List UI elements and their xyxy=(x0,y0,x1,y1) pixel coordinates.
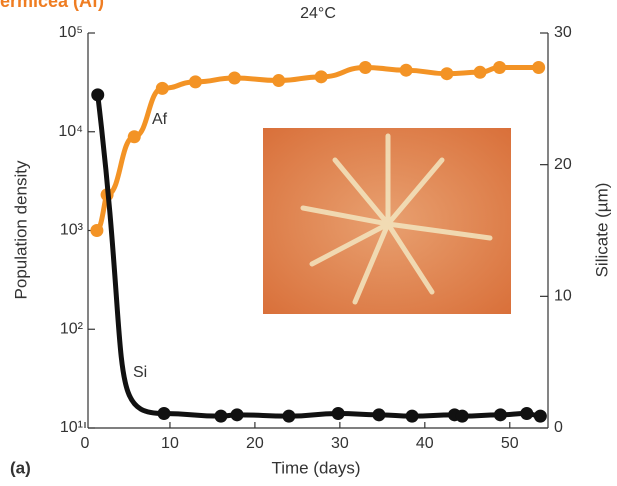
data-point xyxy=(455,409,469,423)
data-point xyxy=(331,407,345,421)
data-point xyxy=(188,75,202,89)
x-tick-label: 50 xyxy=(501,435,519,452)
chart-title: ermicea (Af) xyxy=(0,0,104,11)
data-point xyxy=(405,409,419,423)
y-tick-label: 10² xyxy=(60,320,84,337)
data-point xyxy=(372,408,386,422)
x-axis-label: Time (days) xyxy=(271,458,360,477)
data-point xyxy=(440,67,454,81)
panel-label: (a) xyxy=(10,458,31,477)
y2-axis-label: Silicate (µm) xyxy=(592,183,611,278)
x-tick-label: 10 xyxy=(161,435,179,452)
data-point xyxy=(533,409,547,423)
data-point xyxy=(473,65,487,79)
data-point xyxy=(230,408,244,422)
y-tick-label: 10⁵ xyxy=(59,24,83,41)
y2-tick-label: 0 xyxy=(554,419,563,436)
data-point xyxy=(520,407,534,421)
data-point xyxy=(214,409,228,423)
y2-tick-label: 20 xyxy=(554,156,572,173)
data-point xyxy=(399,63,413,77)
annotation: Si xyxy=(133,364,147,381)
data-point xyxy=(532,61,546,75)
y-axis-label: Population density xyxy=(11,160,30,299)
data-point xyxy=(90,224,104,237)
data-point xyxy=(157,407,171,421)
data-point xyxy=(282,409,296,423)
data-point xyxy=(493,408,507,422)
x-tick-label: 40 xyxy=(416,435,434,452)
y2-tick-label: 10 xyxy=(554,288,572,305)
chart-subtitle: 24°C xyxy=(300,5,336,22)
annotation: Af xyxy=(152,111,168,128)
x-tick-label: 0 xyxy=(81,435,90,452)
data-point xyxy=(155,81,169,95)
x-tick-label: 20 xyxy=(246,435,264,452)
inset-photo xyxy=(263,128,511,314)
data-point xyxy=(91,88,105,102)
y-tick-label: 10⁴ xyxy=(58,123,83,140)
data-point xyxy=(358,61,372,75)
data-point xyxy=(272,74,286,88)
y-tick-label: 10¹ xyxy=(60,419,83,436)
y-tick-label: 10³ xyxy=(60,222,84,239)
x-tick-label: 30 xyxy=(331,435,349,452)
data-point xyxy=(228,71,242,85)
data-point xyxy=(493,61,507,75)
data-point xyxy=(127,130,141,144)
data-point xyxy=(314,70,328,84)
y2-tick-label: 30 xyxy=(554,24,572,41)
